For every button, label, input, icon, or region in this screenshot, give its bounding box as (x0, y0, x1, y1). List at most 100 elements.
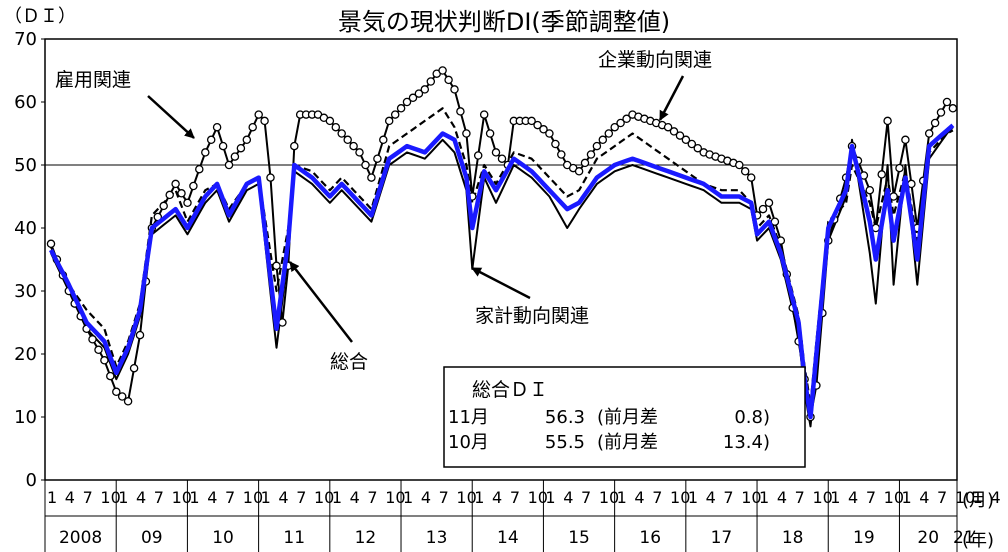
series-point-雇用関連 (331, 122, 341, 132)
arrow-kigyo (658, 75, 685, 121)
series-point-雇用関連 (438, 66, 447, 75)
series-point-雇用関連 (112, 387, 121, 397)
series-point-雇用関連 (361, 160, 370, 170)
legend-row-2-diff: 13.4) (723, 432, 770, 453)
series-point-雇用関連 (930, 118, 940, 128)
x-month-label: 4 (278, 488, 288, 507)
x-month-label: 10 (741, 488, 761, 507)
x-month-label: 1 (973, 488, 983, 507)
series-point-雇用関連 (681, 135, 691, 145)
series-point-雇用関連 (171, 179, 180, 189)
x-year-label: 17 (711, 528, 733, 548)
x-month-label: 4 (136, 488, 146, 507)
series-point-雇用関連 (420, 85, 430, 94)
x-month-label: 1 (47, 488, 57, 507)
y-tick-label: 60 (14, 92, 37, 113)
annotation-kakei: 家計動向関連 (475, 305, 589, 327)
x-month-label: 1 (474, 488, 484, 507)
series-point-雇用関連 (290, 141, 299, 151)
legend-row-1-month: 11月 (448, 407, 489, 428)
x-month-label: 10 (528, 488, 548, 507)
series-point-雇用関連 (557, 150, 566, 159)
series-point-雇用関連 (100, 356, 109, 365)
series-point-雇用関連 (889, 192, 898, 201)
annotation-sogo: 総合 (330, 351, 368, 373)
series-point-雇用関連 (663, 122, 673, 132)
series-point-雇用関連 (533, 120, 542, 130)
legend-row-2-label: (前月差 (597, 432, 658, 453)
series-point-雇用関連 (46, 239, 56, 249)
series-point-雇用関連 (545, 129, 554, 138)
x-month-label: 4 (207, 488, 217, 507)
series-point-雇用関連 (450, 85, 459, 94)
arrow-koyo (147, 95, 195, 139)
x-year-label: 18 (782, 528, 804, 548)
y-tick-label: 70 (14, 29, 37, 50)
series-point-雇用関連 (746, 173, 756, 182)
x-month-label: 1 (118, 488, 128, 507)
x-month-label: 10 (314, 488, 334, 507)
x-month-label: 10 (100, 488, 120, 507)
series-point-雇用関連 (675, 131, 685, 140)
series-point-雇用関連 (384, 116, 394, 126)
series-point-雇用関連 (580, 158, 590, 168)
series-point-雇用関連 (444, 75, 453, 85)
series-point-雇用関連 (177, 189, 186, 198)
series-point-雇用関連 (539, 125, 548, 134)
series-point-雇用関連 (195, 164, 204, 174)
x-month-label: 1 (688, 488, 698, 507)
x-month-label: 4 (421, 488, 431, 507)
x-month-label: 7 (581, 488, 591, 507)
series-point-雇用関連 (616, 118, 625, 128)
series-point-雇用関連 (948, 104, 958, 113)
plot-frame (44, 38, 958, 481)
x-axis-month-unit: (月) (962, 490, 994, 511)
series-point-雇用関連 (230, 152, 240, 161)
series-point-雇用関連 (206, 135, 216, 145)
series-point-雇用関連 (924, 129, 934, 138)
series-point-雇用関連 (687, 139, 697, 149)
series-point-雇用関連 (895, 163, 904, 173)
series-point-雇用関連 (414, 89, 424, 98)
x-month-label: 7 (937, 488, 947, 507)
legend-row-2-value: 55.5 (545, 432, 585, 453)
x-year-label: 14 (497, 528, 519, 548)
x-month-label: 7 (367, 488, 377, 507)
x-year-label: 12 (355, 528, 377, 548)
x-month-label: 4 (65, 488, 75, 507)
series-point-雇用関連 (764, 198, 774, 208)
series-point-雇用関連 (248, 122, 257, 132)
series-point-雇用関連 (129, 363, 139, 373)
series-point-雇用関連 (165, 190, 174, 200)
x-month-label: 7 (225, 488, 235, 507)
series-line-総合 (48, 123, 955, 420)
chart-title: 景気の現状判断DI(季節調整値) (338, 8, 670, 36)
series-point-雇用関連 (379, 135, 388, 145)
x-month-label: 4 (848, 488, 858, 507)
x-month-label: 10 (670, 488, 690, 507)
y-axis-label: （ＤＩ） (4, 6, 76, 27)
series-point-雇用関連 (272, 261, 281, 271)
x-month-label: 1 (830, 488, 840, 507)
y-tick-label: 10 (14, 407, 37, 428)
annotation-kigyo: 企業動向関連 (598, 49, 712, 71)
legend-box (443, 366, 806, 468)
x-month-label: 7 (510, 488, 520, 507)
series-point-雇用関連 (604, 129, 614, 138)
series-point-雇用関連 (349, 141, 358, 151)
y-tick-label: 30 (14, 281, 37, 302)
series-point-雇用関連 (551, 139, 560, 149)
series-point-雇用関連 (183, 198, 192, 208)
x-year-label: 11 (283, 528, 305, 548)
annotation-koyo: 雇用関連 (55, 69, 131, 91)
series-point-雇用関連 (201, 148, 210, 157)
series-point-雇用関連 (88, 335, 97, 344)
series-point-雇用関連 (189, 181, 198, 191)
series-point-雇用関連 (598, 135, 608, 145)
x-month-label: 7 (652, 488, 662, 507)
x-month-label: 10 (599, 488, 619, 507)
series-point-雇用関連 (497, 154, 507, 163)
series-point-雇用関連 (260, 116, 269, 126)
series-point-雇用関連 (337, 129, 346, 138)
